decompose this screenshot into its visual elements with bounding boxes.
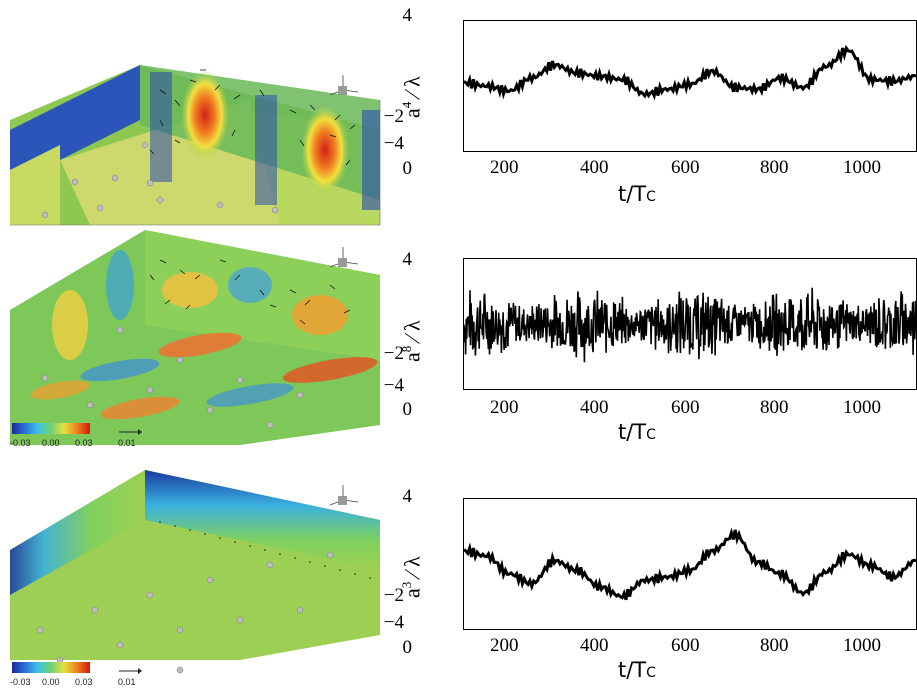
- xtick-600: 600: [671, 635, 700, 656]
- flow-visualization-3: [10, 470, 380, 674]
- xtick-600: 600: [671, 157, 700, 178]
- ytick-zero: 0: [402, 637, 413, 658]
- flow-visualization-1: [10, 65, 381, 226]
- colorbar-1: [12, 423, 90, 434]
- xtick-200: 200: [490, 635, 519, 656]
- xtick-1000: 1000: [843, 397, 881, 418]
- xtick-1000: 1000: [843, 635, 881, 656]
- scale-arrow-2-label: 0.01: [118, 677, 136, 687]
- xtick-600: 600: [671, 397, 700, 418]
- flow-visualization-2: [10, 230, 380, 445]
- ytick-m4: −4: [383, 375, 404, 396]
- row-panel-2: -0.03 0.00 0.03 0.01 4 −2 −4 0 a8 ⁄ λ 20…: [0, 230, 917, 460]
- line-chart-1: [464, 44, 916, 101]
- ytick-m2: −2: [383, 585, 404, 606]
- line-chart-2: [464, 287, 916, 363]
- xtick-400: 400: [580, 635, 609, 656]
- xtick-800: 800: [760, 157, 789, 178]
- xtick-200: 200: [490, 397, 519, 418]
- colorbar-2-tick-high: 0.03: [75, 677, 93, 687]
- colorbar-1-tick-mid: 0.00: [42, 438, 60, 448]
- ylabel-3: a3 ⁄ λ: [399, 556, 425, 598]
- scale-arrow-2: [119, 668, 142, 674]
- xtick-1000: 1000: [843, 157, 881, 178]
- colorbar-2-tick-mid: 0.00: [42, 677, 60, 687]
- row-panel-3: -0.03 0.00 0.03 0.01 4 −2 −4 0 a3 ⁄ λ 20…: [0, 460, 917, 692]
- xtick-400: 400: [580, 157, 609, 178]
- series-line-2: [464, 287, 916, 363]
- ytick-top: 4: [402, 249, 413, 270]
- ytick-m4: −4: [383, 133, 404, 154]
- line-chart-3: [464, 527, 916, 601]
- ytick-m4: −4: [383, 612, 404, 633]
- ytick-zero: 0: [402, 399, 413, 420]
- ytick-top: 4: [402, 5, 413, 26]
- ytick-top: 4: [402, 486, 413, 507]
- colorbar-2-tick-low: -0.03: [10, 677, 31, 687]
- scale-arrow-1: [119, 429, 142, 435]
- xlabel-1: t/TC: [618, 182, 656, 206]
- series-line-3: [464, 527, 916, 601]
- xtick-200: 200: [490, 157, 519, 178]
- plot-frame-1: [463, 20, 917, 152]
- plot-frame-2: [463, 258, 917, 390]
- row-panel-1: 4 −2 −4 0 a4 ⁄ λ 200 400 600 800 1000 t/…: [0, 0, 917, 230]
- ylabel-1: a4 ⁄ λ: [399, 76, 425, 118]
- xtick-800: 800: [760, 635, 789, 656]
- xlabel-2: t/TC: [618, 420, 656, 444]
- colorbar-1-tick-low: -0.03: [10, 438, 31, 448]
- colorbar-1-tick-high: 0.03: [75, 438, 93, 448]
- xtick-400: 400: [580, 397, 609, 418]
- ylabel-2: a8 ⁄ λ: [399, 320, 425, 362]
- series-line-1: [464, 44, 916, 101]
- ytick-m2: −2: [383, 106, 404, 127]
- ytick-m2: −2: [383, 343, 404, 364]
- xtick-800: 800: [760, 397, 789, 418]
- ytick-zero: 0: [402, 158, 413, 179]
- xlabel-3: t/TC: [618, 658, 656, 682]
- colorbar-2: [12, 662, 90, 673]
- scale-arrow-1-label: 0.01: [118, 438, 136, 448]
- plot-frame-3: [463, 498, 917, 630]
